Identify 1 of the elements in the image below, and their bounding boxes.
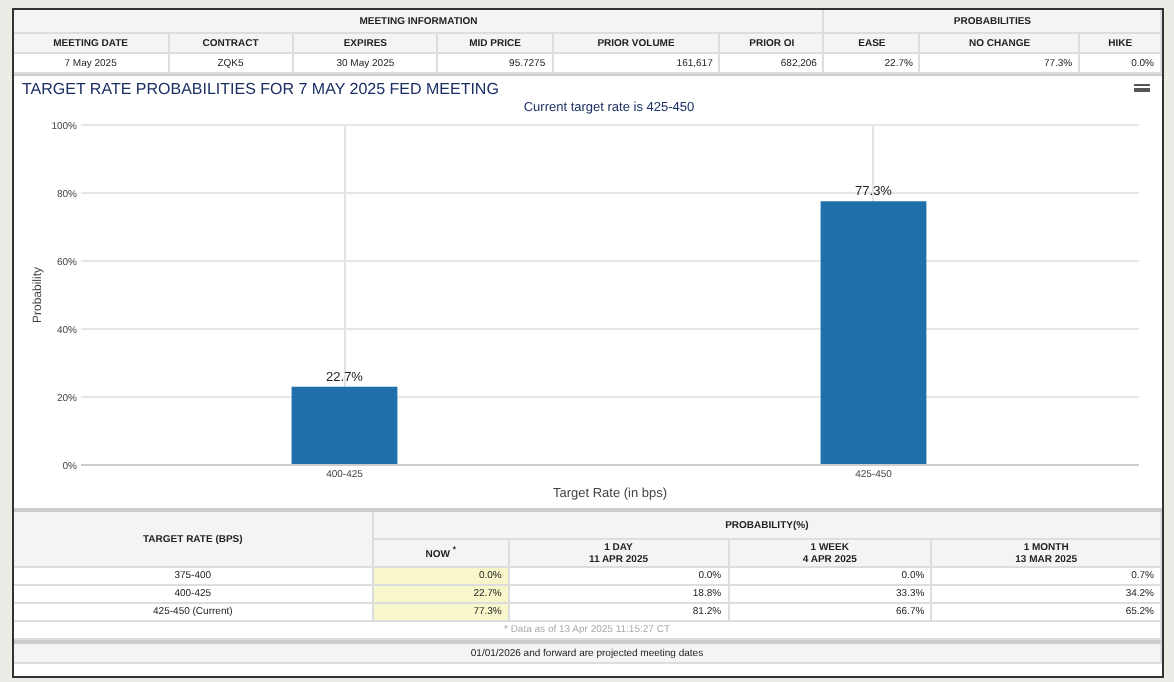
chart-title: TARGET RATE PROBABILITIES FOR 7 MAY 2025 FED MEETING bbox=[22, 80, 499, 98]
